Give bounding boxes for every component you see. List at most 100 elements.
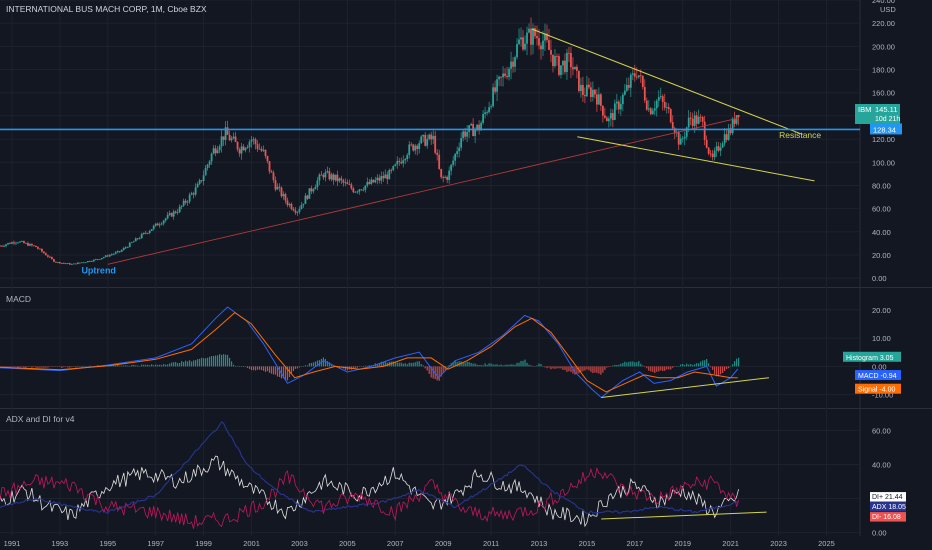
candle-body bbox=[388, 169, 391, 180]
macd-histogram-bar bbox=[714, 366, 716, 375]
x-tick-label: 2011 bbox=[483, 539, 499, 548]
candle-body bbox=[316, 180, 319, 188]
candle-body bbox=[566, 52, 568, 73]
macd-histogram-bar bbox=[250, 366, 253, 371]
candle-body bbox=[352, 188, 355, 193]
macd-histogram-bar bbox=[638, 361, 640, 367]
candle-body bbox=[346, 182, 349, 185]
macd-histogram-bar bbox=[55, 366, 57, 367]
candle-body bbox=[342, 180, 345, 183]
candle-body bbox=[222, 136, 225, 140]
macd-histogram-bar bbox=[716, 366, 718, 377]
macd-histogram-bar bbox=[346, 366, 348, 371]
macd-histogram-bar bbox=[218, 354, 221, 367]
macd-histogram-bar bbox=[550, 366, 552, 370]
macd-histogram-bar bbox=[151, 364, 153, 367]
candle-body bbox=[402, 160, 405, 164]
candle-body bbox=[106, 255, 109, 257]
candle-body bbox=[86, 261, 89, 263]
candle-body bbox=[282, 194, 285, 197]
macd-histogram-bar bbox=[133, 364, 135, 367]
macd-histogram-bar bbox=[159, 364, 161, 367]
macd-histogram-bar bbox=[300, 366, 303, 367]
candle-body bbox=[599, 94, 602, 106]
macd-histogram-bar bbox=[39, 366, 41, 368]
candle-body bbox=[386, 174, 389, 180]
macd-value-name: Signal -4.00 bbox=[858, 387, 895, 394]
candle-body bbox=[354, 191, 357, 193]
macd-histogram-bar bbox=[73, 366, 75, 367]
candle-body bbox=[206, 164, 209, 168]
candle-body bbox=[254, 139, 257, 145]
macd-histogram-bar bbox=[155, 364, 157, 367]
candle-body bbox=[336, 174, 339, 182]
macd-histogram-bar bbox=[556, 366, 558, 369]
candle-body bbox=[502, 73, 504, 78]
candle-body bbox=[35, 245, 37, 248]
macd-histogram-bar bbox=[79, 365, 81, 367]
candle-body bbox=[737, 115, 740, 118]
macd-histogram-bar bbox=[298, 366, 301, 368]
macd-histogram-bar bbox=[201, 357, 203, 367]
macd-histogram-bar bbox=[484, 363, 486, 367]
macd-histogram-bar bbox=[141, 364, 143, 367]
macd-histogram-bar bbox=[540, 363, 542, 367]
y-tick-label: 0.00 bbox=[872, 529, 887, 538]
candle-body bbox=[176, 212, 179, 213]
macd-histogram-bar bbox=[67, 366, 69, 368]
candle-body bbox=[512, 61, 514, 67]
macd-histogram-bar bbox=[246, 366, 249, 368]
candle-body bbox=[96, 259, 99, 261]
candle-body bbox=[408, 144, 411, 156]
adx-value-label bbox=[870, 512, 906, 522]
macd-histogram-bar bbox=[706, 359, 708, 367]
candle-body bbox=[466, 132, 469, 137]
macd-histogram-bar bbox=[502, 365, 504, 367]
candle-body bbox=[629, 74, 632, 88]
macd-histogram-bar bbox=[418, 361, 420, 367]
macd-histogram-bar bbox=[163, 364, 165, 367]
macd-histogram-bar bbox=[708, 363, 710, 367]
macd-histogram-bar bbox=[167, 364, 169, 367]
signal-line bbox=[0, 311, 738, 393]
candle-body bbox=[627, 85, 630, 88]
macd-histogram-bar bbox=[522, 360, 524, 367]
candle-body bbox=[448, 170, 451, 180]
candle-body bbox=[43, 251, 45, 254]
candle-body bbox=[667, 107, 670, 110]
macd-histogram-bar bbox=[268, 366, 271, 373]
macd-histogram-bar bbox=[228, 357, 231, 367]
macd-histogram-bar bbox=[412, 362, 414, 367]
macd-histogram-bar bbox=[422, 365, 424, 367]
macd-histogram-bar bbox=[302, 366, 305, 367]
macd-histogram-bar bbox=[244, 366, 247, 367]
macd-histogram-bar bbox=[123, 365, 125, 367]
candle-body bbox=[278, 186, 281, 188]
x-tick-label: 2005 bbox=[339, 539, 356, 548]
candle-body bbox=[697, 116, 700, 124]
candle-body bbox=[13, 242, 15, 244]
candle-body bbox=[637, 75, 640, 78]
candle-body bbox=[470, 123, 473, 126]
candle-body bbox=[306, 195, 309, 199]
candle-body bbox=[482, 113, 485, 123]
macd-histogram-bar bbox=[65, 366, 67, 367]
macd-pane-title: MACD bbox=[6, 294, 32, 304]
macd-histogram-bar bbox=[626, 362, 628, 367]
macd-histogram-bar bbox=[364, 365, 366, 367]
candle-body bbox=[516, 44, 518, 58]
candle-body bbox=[60, 262, 63, 264]
candle-body bbox=[382, 176, 385, 179]
macd-histogram-bar bbox=[444, 366, 446, 371]
candle-body bbox=[246, 146, 249, 149]
macd-histogram-bar bbox=[694, 364, 696, 367]
candle-body bbox=[550, 50, 552, 55]
macd-histogram-bar bbox=[220, 354, 223, 367]
candle-body bbox=[522, 37, 524, 50]
macd-histogram-bar bbox=[692, 364, 694, 367]
candle-body bbox=[723, 134, 726, 144]
macd-histogram-bar bbox=[17, 366, 19, 368]
macd-histogram-bar bbox=[544, 366, 546, 368]
macd-histogram-bar bbox=[728, 366, 730, 369]
